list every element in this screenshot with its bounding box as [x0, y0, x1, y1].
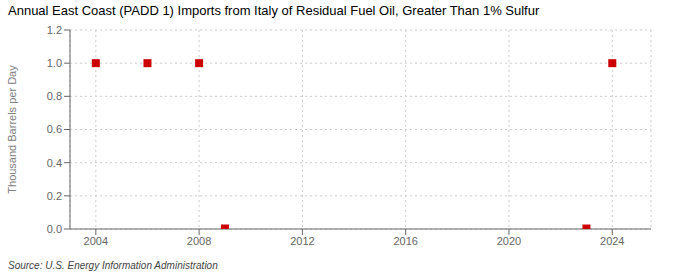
- svg-text:2020: 2020: [497, 235, 521, 247]
- svg-text:0.4: 0.4: [47, 157, 62, 169]
- svg-text:2008: 2008: [187, 235, 211, 247]
- svg-text:2024: 2024: [600, 235, 624, 247]
- html-text:Annual East Coast (PADD 1) Imp: Annual East Coast (PADD 1) Imports from …: [8, 3, 540, 18]
- html-text:Source: U.S. Energy Informatio: Source: U.S. Energy Information Administ…: [8, 260, 218, 271]
- svg-text:0.2: 0.2: [47, 190, 62, 202]
- svg-text:0.0: 0.0: [47, 223, 62, 235]
- svg-text:2016: 2016: [393, 235, 417, 247]
- svg-text:1.2: 1.2: [47, 24, 62, 36]
- svg-text:1.0: 1.0: [47, 57, 62, 69]
- svg-text:2004: 2004: [84, 235, 108, 247]
- svg-text:Thousand Barrels per Day: Thousand Barrels per Day: [8, 65, 18, 194]
- svg-text:2012: 2012: [290, 235, 314, 247]
- svg-text:0.6: 0.6: [47, 123, 62, 135]
- svg-text:0.8: 0.8: [47, 90, 62, 102]
